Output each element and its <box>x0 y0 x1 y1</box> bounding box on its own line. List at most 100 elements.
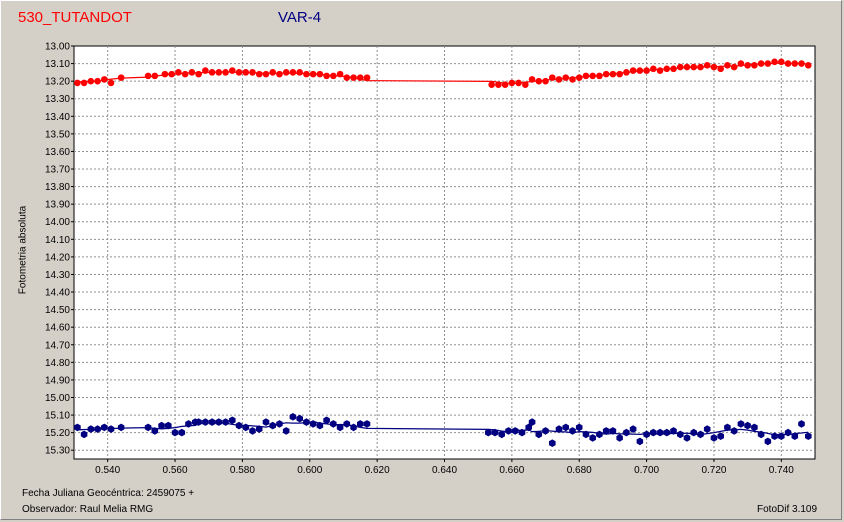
data-point <box>94 77 101 85</box>
data-point <box>690 63 698 71</box>
data-point <box>107 425 115 433</box>
y-tick-label: 14.30 <box>45 270 70 281</box>
data-point <box>316 421 324 430</box>
data-point <box>222 69 229 76</box>
data-point <box>336 423 344 432</box>
data-point <box>343 74 351 81</box>
data-point <box>181 70 189 78</box>
data-point <box>737 420 745 428</box>
data-point <box>178 428 186 437</box>
data-point <box>161 70 169 78</box>
y-tick-label: 14.80 <box>45 358 70 369</box>
variable-star-title: VAR-4 <box>278 9 322 26</box>
trend-line <box>77 62 809 85</box>
data-point <box>730 427 738 435</box>
data-point <box>555 76 563 83</box>
data-point <box>623 428 630 437</box>
data-point <box>683 434 691 442</box>
data-point <box>303 70 310 78</box>
data-point <box>764 437 772 446</box>
data-point <box>350 74 357 81</box>
y-tick-label: 14.60 <box>45 323 70 334</box>
data-point <box>717 65 724 73</box>
data-point <box>535 77 543 85</box>
data-point <box>582 430 590 439</box>
y-tick-label: 13.10 <box>45 59 70 70</box>
data-point <box>751 62 758 69</box>
data-point <box>144 423 152 432</box>
data-point <box>215 418 223 426</box>
data-point <box>495 81 502 88</box>
data-point <box>744 421 751 430</box>
data-point <box>151 427 159 435</box>
x-tick-label: 0.580 <box>230 465 255 476</box>
data-point <box>87 425 95 433</box>
data-point <box>276 70 283 78</box>
data-point <box>676 63 684 71</box>
data-point <box>589 72 596 80</box>
data-point <box>508 79 516 87</box>
y-tick-label: 13.20 <box>45 77 70 88</box>
data-point <box>757 430 765 439</box>
data-point <box>596 72 603 80</box>
data-point <box>343 420 351 428</box>
data-point <box>296 414 303 423</box>
data-point <box>330 72 337 80</box>
data-point <box>74 423 81 432</box>
data-point <box>296 69 303 76</box>
data-point <box>589 434 596 442</box>
data-point <box>569 76 576 83</box>
data-point <box>208 69 216 76</box>
data-point <box>249 69 256 76</box>
data-point <box>791 60 799 67</box>
data-point <box>309 70 317 78</box>
series-variable <box>74 413 812 447</box>
data-point <box>485 428 492 437</box>
data-point <box>488 81 495 88</box>
data-point <box>562 423 569 432</box>
data-point <box>256 425 263 433</box>
data-point <box>117 423 125 432</box>
data-point <box>562 74 570 81</box>
y-tick-label: 13.80 <box>45 182 70 193</box>
data-point <box>316 70 324 78</box>
data-point <box>107 79 115 87</box>
data-point <box>363 420 371 428</box>
data-point <box>791 432 799 440</box>
data-point <box>195 418 202 426</box>
data-point <box>269 69 277 76</box>
data-point <box>690 428 697 437</box>
data-point <box>778 432 785 440</box>
data-point <box>677 430 684 439</box>
y-tick-label: 13.60 <box>45 147 70 158</box>
data-point <box>650 428 657 437</box>
data-point <box>724 62 731 69</box>
data-point <box>323 416 330 425</box>
data-point <box>784 60 792 67</box>
data-point <box>101 76 108 83</box>
y-tick-label: 14.20 <box>45 252 70 263</box>
data-point <box>650 65 657 73</box>
data-point <box>235 421 243 430</box>
data-point <box>804 62 812 69</box>
julian-date-label: Fecha Juliana Geocéntrica: 2459075 + <box>22 488 195 499</box>
data-point <box>276 420 283 428</box>
data-point <box>643 67 650 74</box>
data-point <box>778 58 785 66</box>
x-tick-label: 0.680 <box>567 465 592 476</box>
data-point <box>101 423 108 432</box>
data-point <box>569 427 576 435</box>
data-point <box>616 70 623 78</box>
data-point <box>262 418 270 426</box>
data-point <box>94 425 101 433</box>
x-tick-label: 0.560 <box>163 465 188 476</box>
data-point <box>575 423 583 432</box>
data-point <box>202 418 209 426</box>
data-point <box>185 420 192 428</box>
data-point <box>168 70 175 78</box>
data-point <box>670 427 677 435</box>
data-point <box>289 69 297 76</box>
data-point <box>623 69 630 76</box>
data-point <box>710 63 718 71</box>
